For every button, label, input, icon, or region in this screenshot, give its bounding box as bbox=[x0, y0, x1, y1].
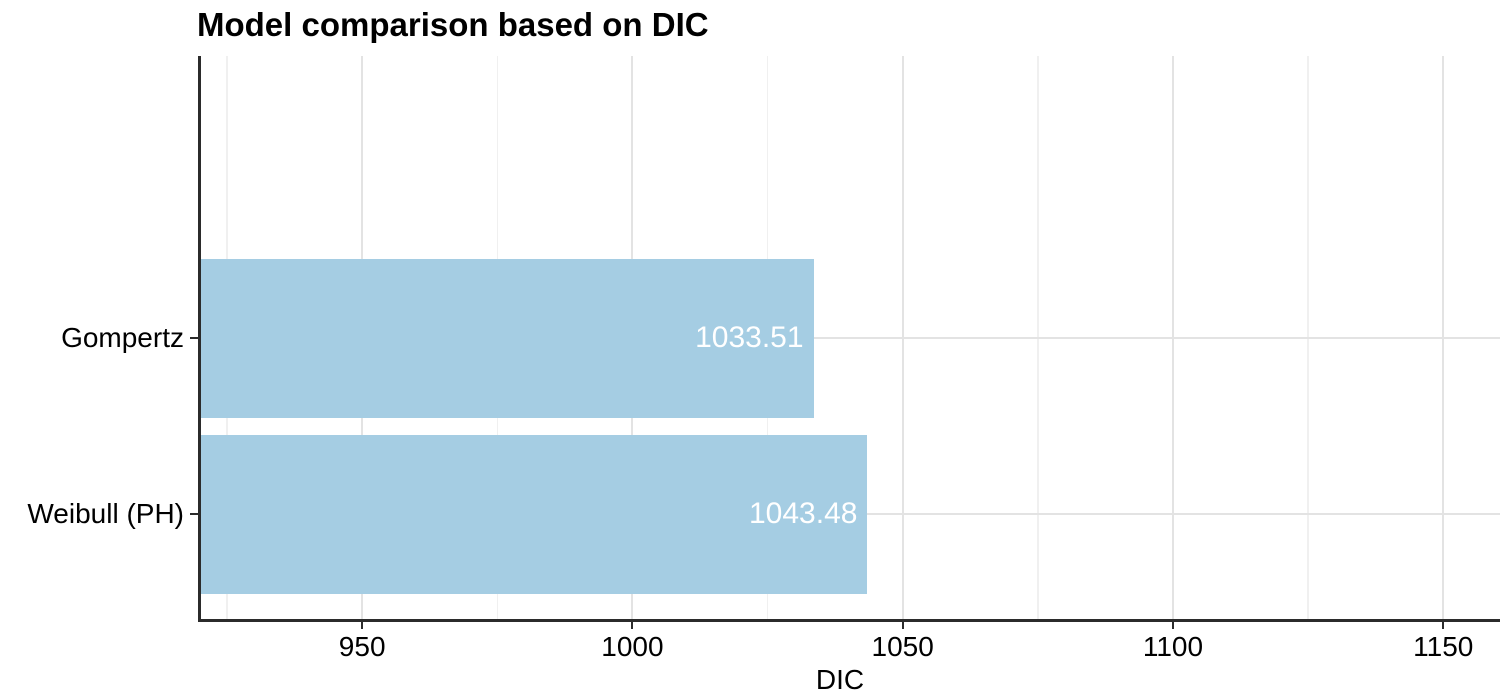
bar-value-label: 1043.48 bbox=[749, 497, 858, 531]
y-tick-mark bbox=[190, 513, 198, 516]
bar bbox=[200, 258, 814, 418]
x-tick-mark bbox=[1442, 622, 1445, 629]
x-tick-label: 1150 bbox=[1413, 631, 1474, 662]
x-tick-label: 950 bbox=[338, 631, 386, 662]
y-tick-label: Gompertz bbox=[61, 322, 184, 353]
x-tick-label: 1050 bbox=[871, 631, 934, 662]
bar bbox=[200, 434, 868, 594]
x-tick-mark bbox=[631, 622, 634, 629]
x-tick-mark bbox=[361, 622, 364, 629]
x-axis-line bbox=[198, 619, 1500, 622]
x-tick-mark bbox=[1171, 622, 1174, 629]
x-tick-label: 1000 bbox=[601, 631, 664, 662]
y-tick-mark bbox=[190, 337, 198, 339]
x-axis-title: DIC bbox=[815, 664, 865, 695]
bar-value-label: 1033.51 bbox=[695, 321, 804, 354]
y-tick-label: Weibull (PH) bbox=[27, 498, 184, 530]
y-axis-line bbox=[198, 56, 201, 622]
x-tick-mark bbox=[901, 622, 904, 629]
gridline-major-horizontal bbox=[200, 337, 1500, 339]
chart-title: Model comparison based on DIC bbox=[197, 6, 709, 43]
x-tick-label: 1100 bbox=[1142, 631, 1204, 662]
